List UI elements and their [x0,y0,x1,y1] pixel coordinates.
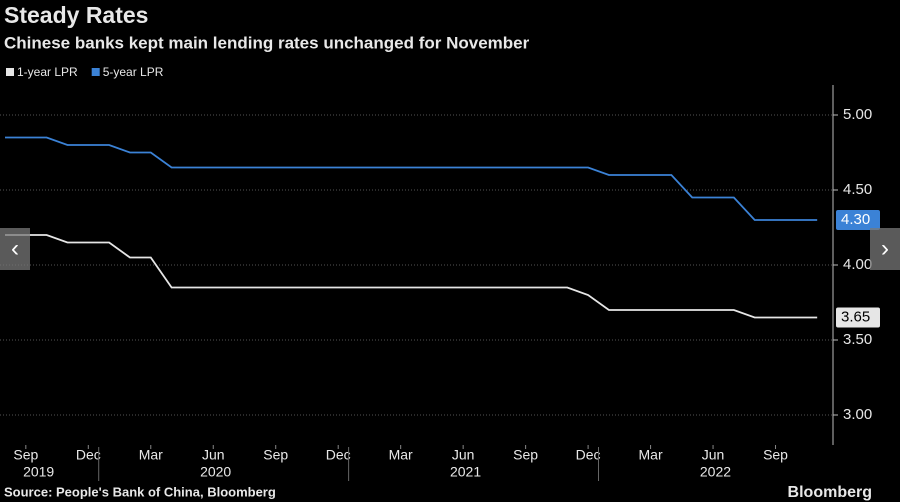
x-tick-label: Mar [389,447,413,463]
series-line [5,234,818,319]
x-tick-label: Mar [639,447,663,463]
source: Source: People's Bank of China, Bloomber… [4,484,276,499]
year-label: 2021 [450,464,481,480]
year-label: 2020 [200,464,231,480]
y-tick-label: 3.00 [843,406,872,423]
y-tick-label: 3.50 [843,331,872,348]
year-label: 2022 [700,464,731,480]
legend-swatch [6,68,14,76]
x-tick-label: Mar [139,447,163,463]
end-label: 4.30 [841,211,870,228]
y-tick-label: 4.50 [843,181,872,198]
x-tick-label: Jun [702,447,725,463]
legend-label: 5-year LPR [103,65,164,79]
prev-button[interactable]: ‹ [0,228,30,270]
x-tick-label: Jun [202,447,225,463]
x-tick-label: Sep [13,447,38,463]
chart-subtitle: Chinese banks kept main lending rates un… [4,33,530,52]
brand: Bloomberg [788,484,872,501]
legend-swatch [91,68,100,76]
legend-label: 1-year LPR [17,65,78,79]
x-tick-label: Dec [326,447,351,463]
end-label-box [836,210,880,230]
x-tick-label: Jun [452,447,475,463]
x-tick-label: Sep [513,447,538,463]
x-tick-label: Dec [576,447,601,463]
next-button[interactable]: › [870,228,900,270]
y-tick-label: 5.00 [843,106,872,123]
end-label: 3.65 [841,308,870,325]
x-tick-label: Dec [76,447,101,463]
x-tick-label: Sep [263,447,288,463]
x-tick-label: Sep [763,447,788,463]
year-label: 2019 [23,464,54,480]
series-line [5,136,818,221]
end-label-box [836,307,880,328]
chart-title: Steady Rates [4,2,148,28]
y-tick-label: 4.00 [843,256,872,273]
